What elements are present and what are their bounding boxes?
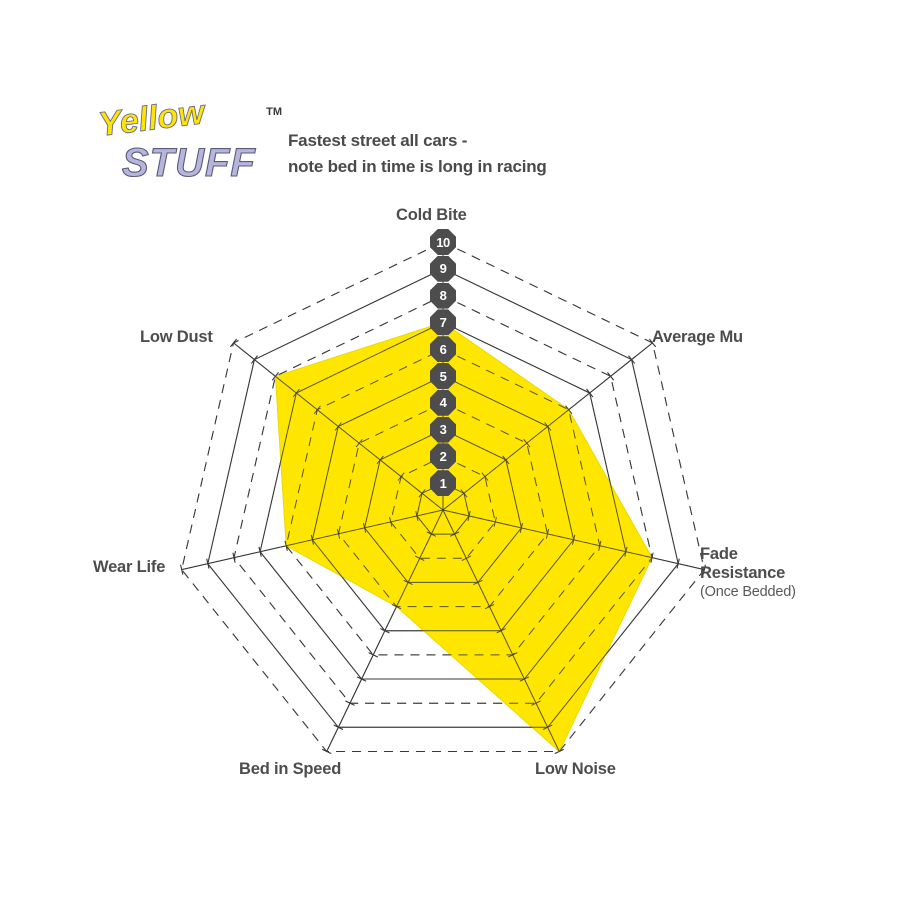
grid-ring-9 <box>207 268 679 728</box>
data-polygon-yellowstuff <box>274 321 653 753</box>
scale-badge-4: 4 <box>430 389 456 416</box>
axis-tick-2-7 <box>624 546 628 557</box>
axis-tick-4-10 <box>321 748 332 755</box>
axis-tick-5-7 <box>258 546 262 557</box>
axis-tick-3-6 <box>508 652 518 658</box>
axis-label-fade-resistance-sub: (Once Bedded) <box>700 583 796 600</box>
axis-tick-4-1 <box>426 531 437 537</box>
grid-rings-overlay <box>181 241 705 752</box>
axis-tick-3-5 <box>496 628 506 634</box>
axis-label-cold-bite: Cold Bite <box>396 206 467 224</box>
logo-artwork: Yellow STUFF <box>96 100 256 186</box>
axis-tick-5-9 <box>206 558 210 569</box>
grid-ring-3 <box>364 429 522 583</box>
axis-tick-1-1 <box>460 489 468 498</box>
axis-tick-6-2 <box>397 472 405 481</box>
axis-tick-6-7 <box>292 388 300 398</box>
axis-tick-5-1 <box>415 510 419 521</box>
axis-label-fade-resistance: Fade Resistance (Once Bedded) <box>700 545 796 601</box>
headline: Fastest street all cars - note bed in ti… <box>288 128 618 179</box>
axis-tick-4-4 <box>391 603 402 610</box>
axis-tick-1-2 <box>481 472 489 481</box>
grid-ring-2 <box>390 455 496 559</box>
axis-tick-6-4 <box>355 438 363 448</box>
axis-tick-2-5 <box>572 534 576 545</box>
axis-tick-2-10 <box>702 564 706 575</box>
axis-tick-6-3 <box>376 455 384 465</box>
axis-tick-6-8 <box>271 372 279 381</box>
axis-label-low-dust: Low Dust <box>140 328 213 346</box>
headline-line-2: note bed in time is long in racing <box>288 156 547 176</box>
axis-tick-3-7 <box>519 676 530 682</box>
axis-tick-4-2 <box>414 555 425 561</box>
axis-tick-2-8 <box>650 552 654 563</box>
axis-label-bed-in-speed: Bed in Speed <box>239 760 342 778</box>
scale-badge-7: 7 <box>430 309 456 336</box>
axis-tick-6-1 <box>418 489 426 498</box>
axis-tick-2-6 <box>598 540 602 551</box>
axis-tick-1-10 <box>649 338 656 348</box>
axis-tick-1-3 <box>502 455 510 465</box>
axis-tick-4-3 <box>403 579 413 586</box>
yellowstuff-logo: Yellow STUFF TM <box>96 100 282 190</box>
axis-tick-5-5 <box>310 534 314 545</box>
scale-badge-6: 6 <box>430 336 456 363</box>
axis-tick-6-10 <box>230 338 237 348</box>
scale-badge-5: 5 <box>430 363 456 389</box>
axis-tick-1-8 <box>607 372 615 381</box>
scale-badge-3: 3 <box>430 416 456 443</box>
scale-badge-8: 8 <box>430 282 456 309</box>
axis-tick-1-6 <box>565 405 573 415</box>
axis-tick-1-9 <box>628 355 636 364</box>
axis-tick-6-9 <box>250 355 258 364</box>
axis-tick-5-8 <box>232 552 236 563</box>
axis-tick-5-3 <box>363 522 367 533</box>
axis-tick-3-2 <box>461 555 472 561</box>
axis-tick-3-9 <box>542 724 553 730</box>
axis-tick-3-10 <box>554 748 565 755</box>
axis-tick-3-4 <box>484 603 495 610</box>
axis-tick-2-1 <box>467 510 471 521</box>
axis-tick-1-5 <box>544 422 552 431</box>
axis-tick-2-4 <box>545 528 550 539</box>
scale-badge-9: 9 <box>430 255 456 282</box>
headline-line-1: Fastest street all cars - <box>288 131 468 150</box>
axis-tick-5-2 <box>389 516 393 527</box>
axis-tick-4-8 <box>345 700 355 706</box>
axis-label-fade-resistance-main: Fade Resistance <box>700 545 786 583</box>
axis-tick-1-4 <box>523 438 531 448</box>
axis-tick-2-9 <box>676 558 680 569</box>
axis-tick-5-4 <box>336 528 341 539</box>
axis-tick-5-10 <box>180 564 184 575</box>
scale-badge-10: 10 <box>430 229 456 255</box>
grid-ring-7 <box>259 321 627 680</box>
axis-tick-4-6 <box>368 652 378 658</box>
grid-ring-1 <box>416 482 470 535</box>
axis-tick-6-6 <box>313 405 321 415</box>
axis-tick-4-5 <box>380 628 390 634</box>
axis-tick-2-3 <box>519 522 523 533</box>
axis-label-wear-life: Wear Life <box>93 558 166 576</box>
axis-label-low-noise: Low Noise <box>535 760 616 778</box>
grid-ring-6 <box>285 348 601 656</box>
axis-tick-6-5 <box>334 422 342 431</box>
axis-tick-3-8 <box>531 700 541 706</box>
axis-tick-4-9 <box>333 724 344 730</box>
logo-word-top: Yellow <box>96 100 209 144</box>
axis-tick-4-7 <box>356 676 367 682</box>
grid-ring-5 <box>311 375 575 632</box>
axis-tick-1-7 <box>586 388 594 398</box>
axis-tick-5-6 <box>284 540 288 551</box>
logo-word-bottom: STUFF <box>122 141 256 185</box>
scale-badge-2: 2 <box>430 443 456 470</box>
trademark-symbol: TM <box>266 106 282 118</box>
grid-ring-4 <box>337 402 549 608</box>
axis-tick-2-2 <box>493 516 497 527</box>
axis-label-average-mu: Average Mu <box>652 328 743 346</box>
scale-badge-1: 1 <box>430 470 456 497</box>
axis-tick-3-3 <box>473 579 483 586</box>
axis-tick-3-1 <box>449 531 460 537</box>
